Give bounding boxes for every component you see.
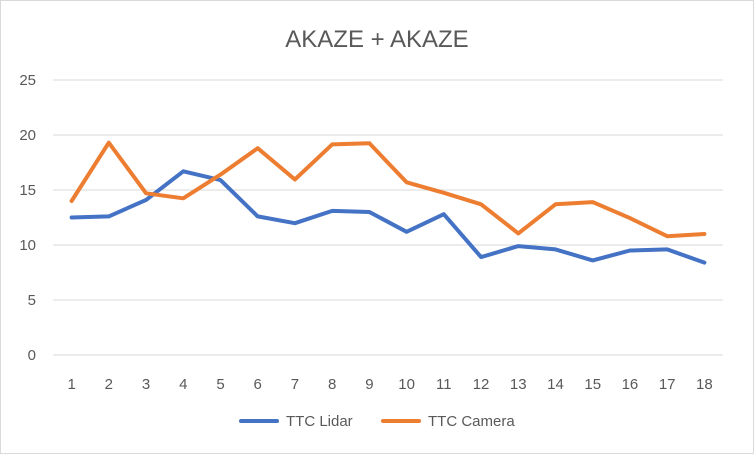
series-lines (69, 140, 707, 265)
chart-title: AKAZE + AKAZE (285, 26, 468, 53)
x-tick-label: 1 (67, 376, 75, 393)
legend-label: TTC Camera (428, 413, 515, 430)
x-tick-label: 17 (659, 376, 676, 393)
x-tick-label: 2 (105, 376, 113, 393)
y-tick-label: 25 (19, 72, 36, 89)
x-tick-label: 5 (216, 376, 224, 393)
x-tick-label: 3 (142, 376, 150, 393)
x-tick-label: 15 (584, 376, 601, 393)
series-line-ttc-camera (69, 140, 707, 239)
x-tick-label: 14 (547, 376, 564, 393)
x-tick-label: 7 (291, 376, 299, 393)
legend: TTC Lidar TTC Camera (239, 413, 515, 430)
y-tick-label: 20 (19, 127, 36, 144)
legend-entry: TTC Lidar (239, 413, 353, 430)
x-tick-label: 8 (328, 376, 336, 393)
x-tick-label: 16 (622, 376, 639, 393)
y-tick-label: 0 (28, 347, 36, 364)
y-tick-label: 15 (19, 182, 36, 199)
x-tick-label: 9 (365, 376, 373, 393)
legend-label: TTC Lidar (286, 413, 353, 430)
x-tick-label: 4 (179, 376, 187, 393)
legend-entry: TTC Camera (381, 413, 515, 430)
y-tick-label: 5 (28, 292, 36, 309)
x-tick-label: 11 (436, 376, 452, 393)
gridlines (53, 79, 723, 301)
x-tick-label: 10 (398, 376, 415, 393)
x-tick-label: 6 (254, 376, 262, 393)
x-tick-label: 12 (473, 376, 490, 393)
x-tick-label: 18 (696, 376, 713, 393)
y-tick-label: 10 (19, 237, 36, 254)
series-line-ttc-lidar (69, 169, 707, 265)
x-tick-label: 13 (510, 376, 527, 393)
